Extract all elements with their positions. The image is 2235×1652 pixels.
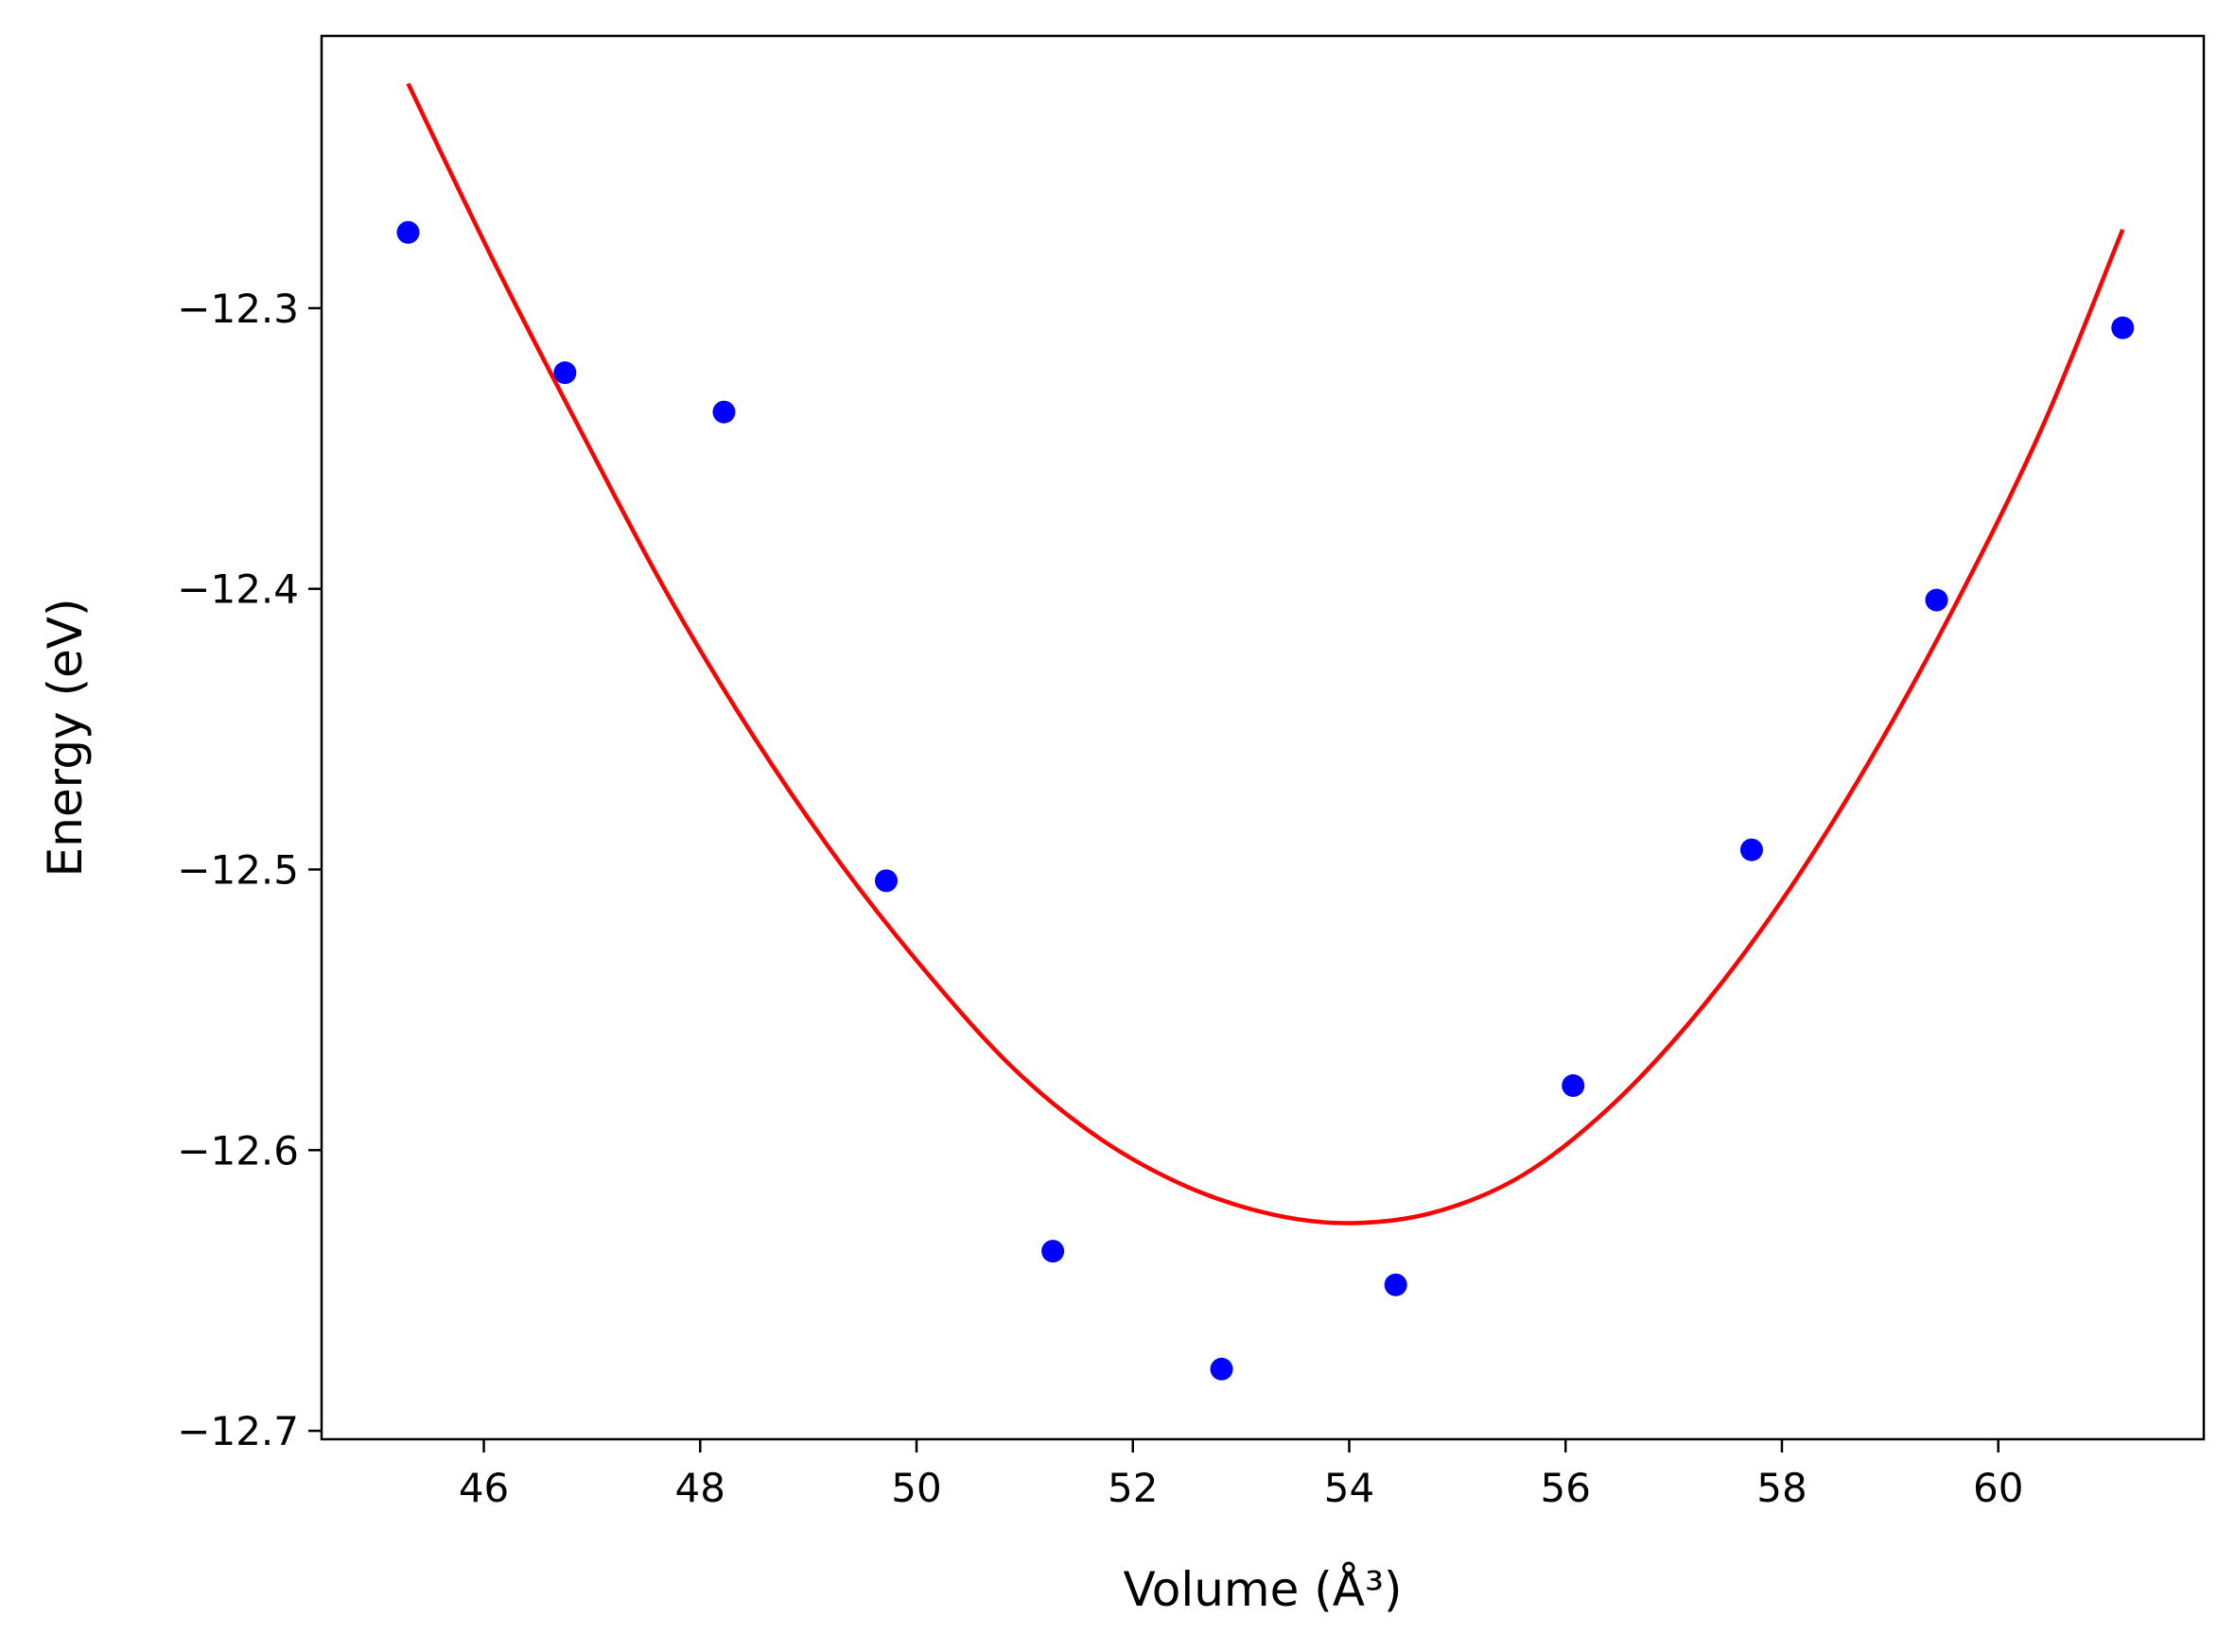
plot-frame <box>320 34 2206 1441</box>
x-axis-ticks: 46 48 50 52 54 56 58 60 <box>459 1439 2023 1511</box>
x-tick-label: 60 <box>1973 1465 2023 1511</box>
x-tick-label: 56 <box>1541 1465 1591 1511</box>
data-point <box>875 869 898 893</box>
fit-curve-layer <box>406 82 2125 1226</box>
data-point <box>1925 588 1948 612</box>
data-point <box>712 400 736 424</box>
y-tick-label: −12.5 <box>177 846 299 893</box>
x-tick-label: 50 <box>891 1465 941 1511</box>
y-axis-label: Energy (eV) <box>38 599 93 878</box>
x-tick-label: 54 <box>1324 1465 1374 1511</box>
data-point <box>396 220 420 244</box>
data-points-layer <box>396 220 2135 1381</box>
x-tick-label: 52 <box>1108 1465 1158 1511</box>
x-axis-label: Volume (Å³) <box>1123 1562 1402 1617</box>
y-tick-label: −12.4 <box>177 566 299 613</box>
y-tick-label: −12.6 <box>177 1127 299 1174</box>
fit-curve <box>406 82 2125 1226</box>
data-point <box>2111 316 2135 339</box>
y-tick-label: −12.3 <box>177 286 299 332</box>
y-tick-label: −12.7 <box>177 1408 299 1454</box>
data-point <box>1041 1240 1065 1263</box>
x-tick-label: 48 <box>675 1465 725 1511</box>
x-tick-label: 58 <box>1756 1465 1807 1511</box>
data-point <box>553 361 577 385</box>
data-point <box>1210 1357 1233 1381</box>
x-tick-label: 46 <box>459 1465 509 1511</box>
y-axis-ticks: −12.7 −12.6 −12.5 −12.4 −12.3 <box>177 286 322 1454</box>
data-point <box>1739 838 1763 861</box>
data-point <box>1384 1273 1407 1296</box>
data-point <box>1562 1074 1585 1098</box>
plot-area <box>322 36 2204 1439</box>
